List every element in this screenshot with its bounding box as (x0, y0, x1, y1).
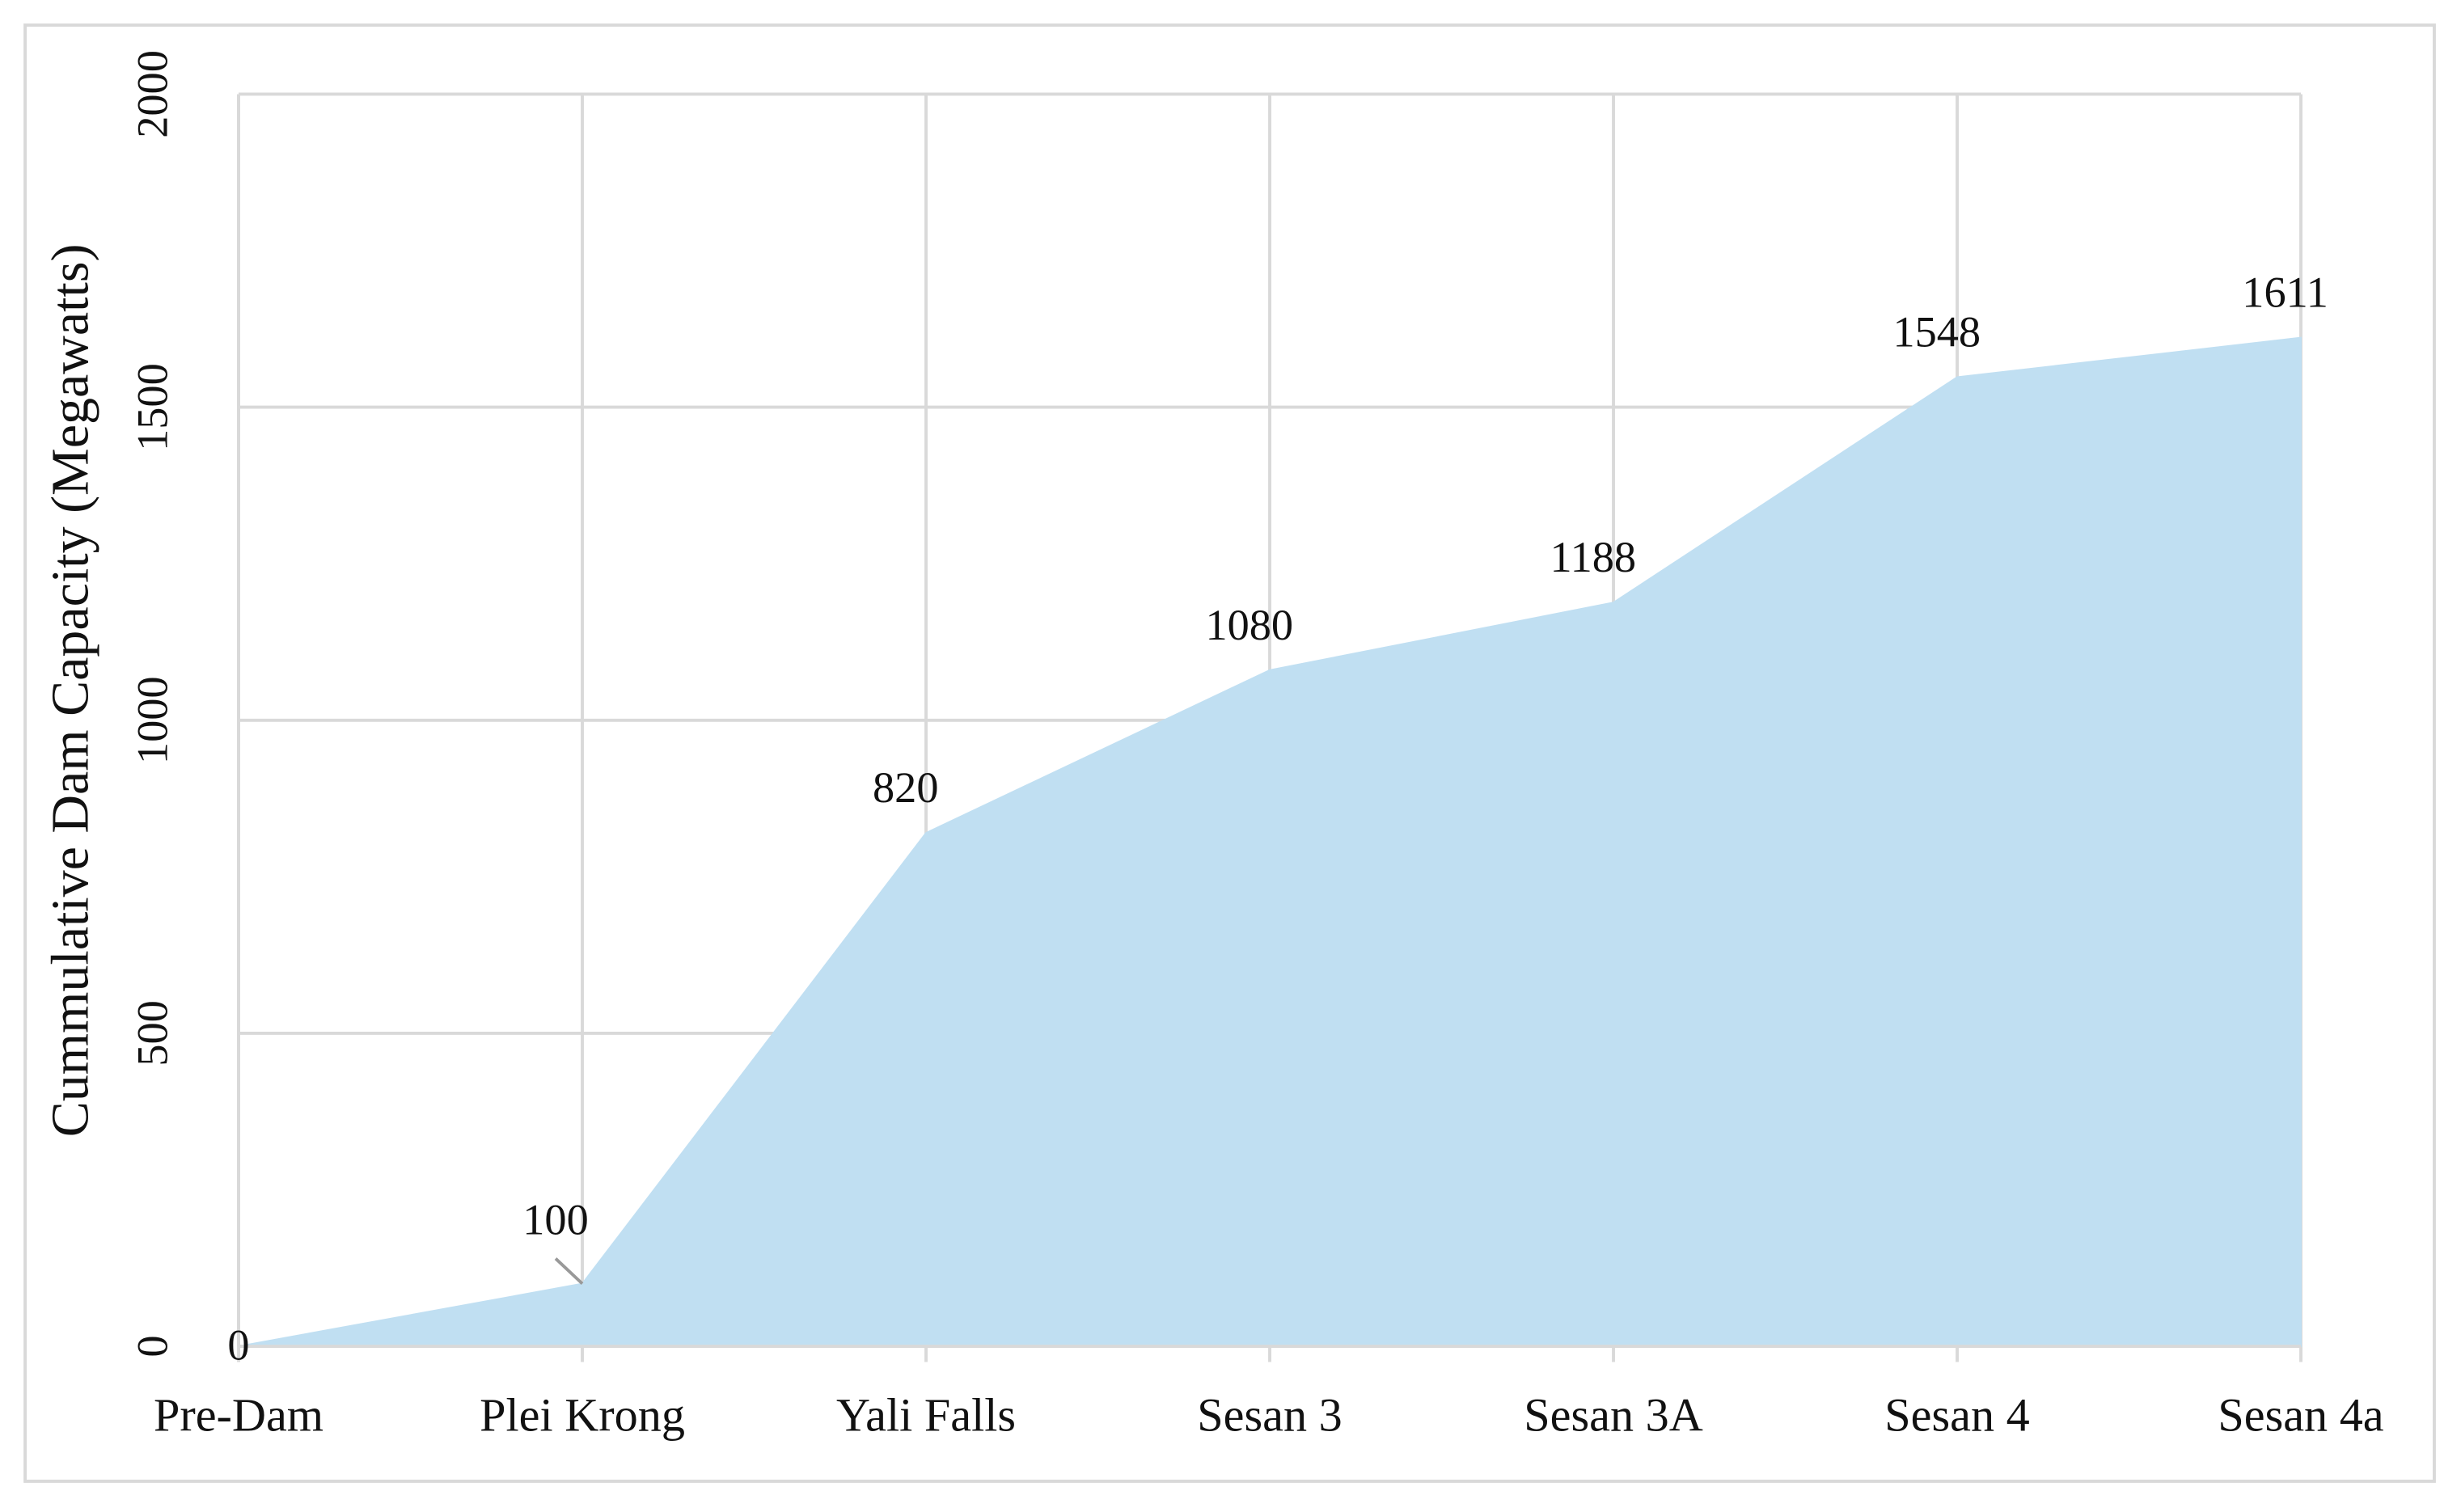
y-tick-label: 0 (129, 1335, 177, 1357)
y-axis-title: Cummulative Dam Capacity (Megawatts) (40, 244, 99, 1138)
data-label: 100 (522, 1195, 589, 1244)
area (238, 336, 2302, 1348)
leader-line (554, 1257, 584, 1286)
data-label: 0 (227, 1320, 249, 1369)
data-label: 820 (873, 763, 938, 812)
data-label: 1080 (1205, 601, 1293, 649)
x-tick-label: Sesan 4 (1884, 1389, 2029, 1442)
data-label: 1548 (1892, 307, 1981, 356)
x-tick-label: Sesan 3 (1197, 1389, 1342, 1442)
x-tick-label: Sesan 4a (2218, 1389, 2383, 1442)
y-tick-label: 1500 (129, 363, 177, 451)
x-tick-label: Yali Falls (836, 1389, 1016, 1442)
x-tick-label: Pre-Dam (154, 1389, 323, 1442)
data-label: 1188 (1550, 533, 1636, 581)
y-tick-label: 500 (129, 1000, 177, 1066)
x-tick-label: Plei Krong (480, 1389, 685, 1442)
y-tick-label: 1000 (129, 676, 177, 764)
x-tick-label: Sesan 3A (1524, 1389, 1702, 1442)
data-label: 1611 (2242, 268, 2328, 317)
y-tick-label: 2000 (129, 50, 177, 138)
